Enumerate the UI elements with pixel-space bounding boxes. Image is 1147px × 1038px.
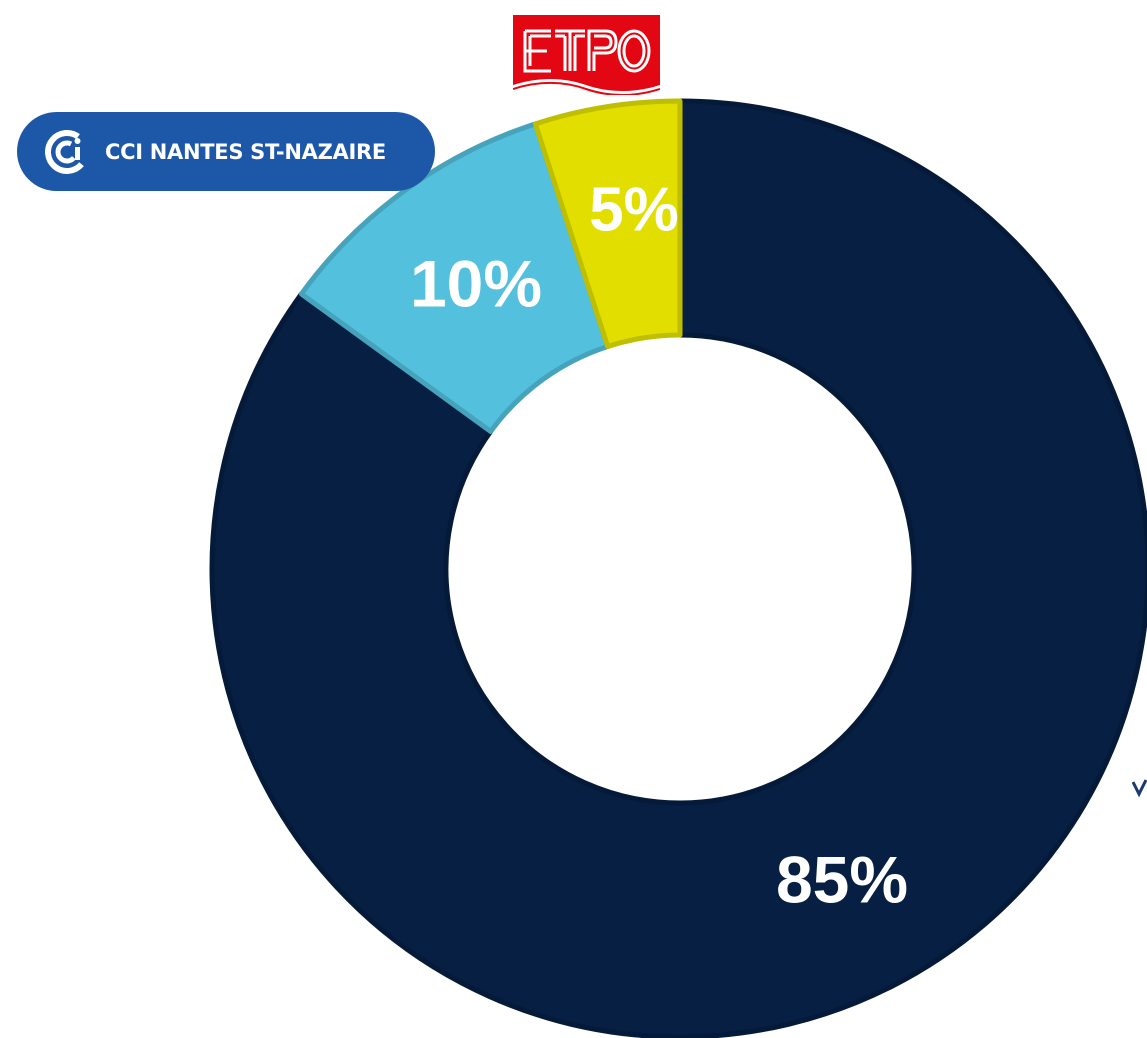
donut-slice-10 [298,121,611,434]
etpo-logo [513,15,660,95]
edge-mark [1132,779,1147,798]
slice-label-5: 5% [589,175,679,244]
cci-logo-text: CCI NANTES ST-NAZAIRE [105,139,386,164]
slice-label-10: 10% [410,246,542,320]
cci-logo-badge: CCI NANTES ST-NAZAIRE [17,112,435,191]
slice-label-85: 85% [776,842,908,916]
donut-slice-85 [209,98,1147,1038]
donut-labels: 85% 10% 5% [410,175,908,916]
cci-swirl-icon [45,129,89,174]
donut-slice-5 [532,98,683,349]
donut-slices [209,98,1147,1038]
